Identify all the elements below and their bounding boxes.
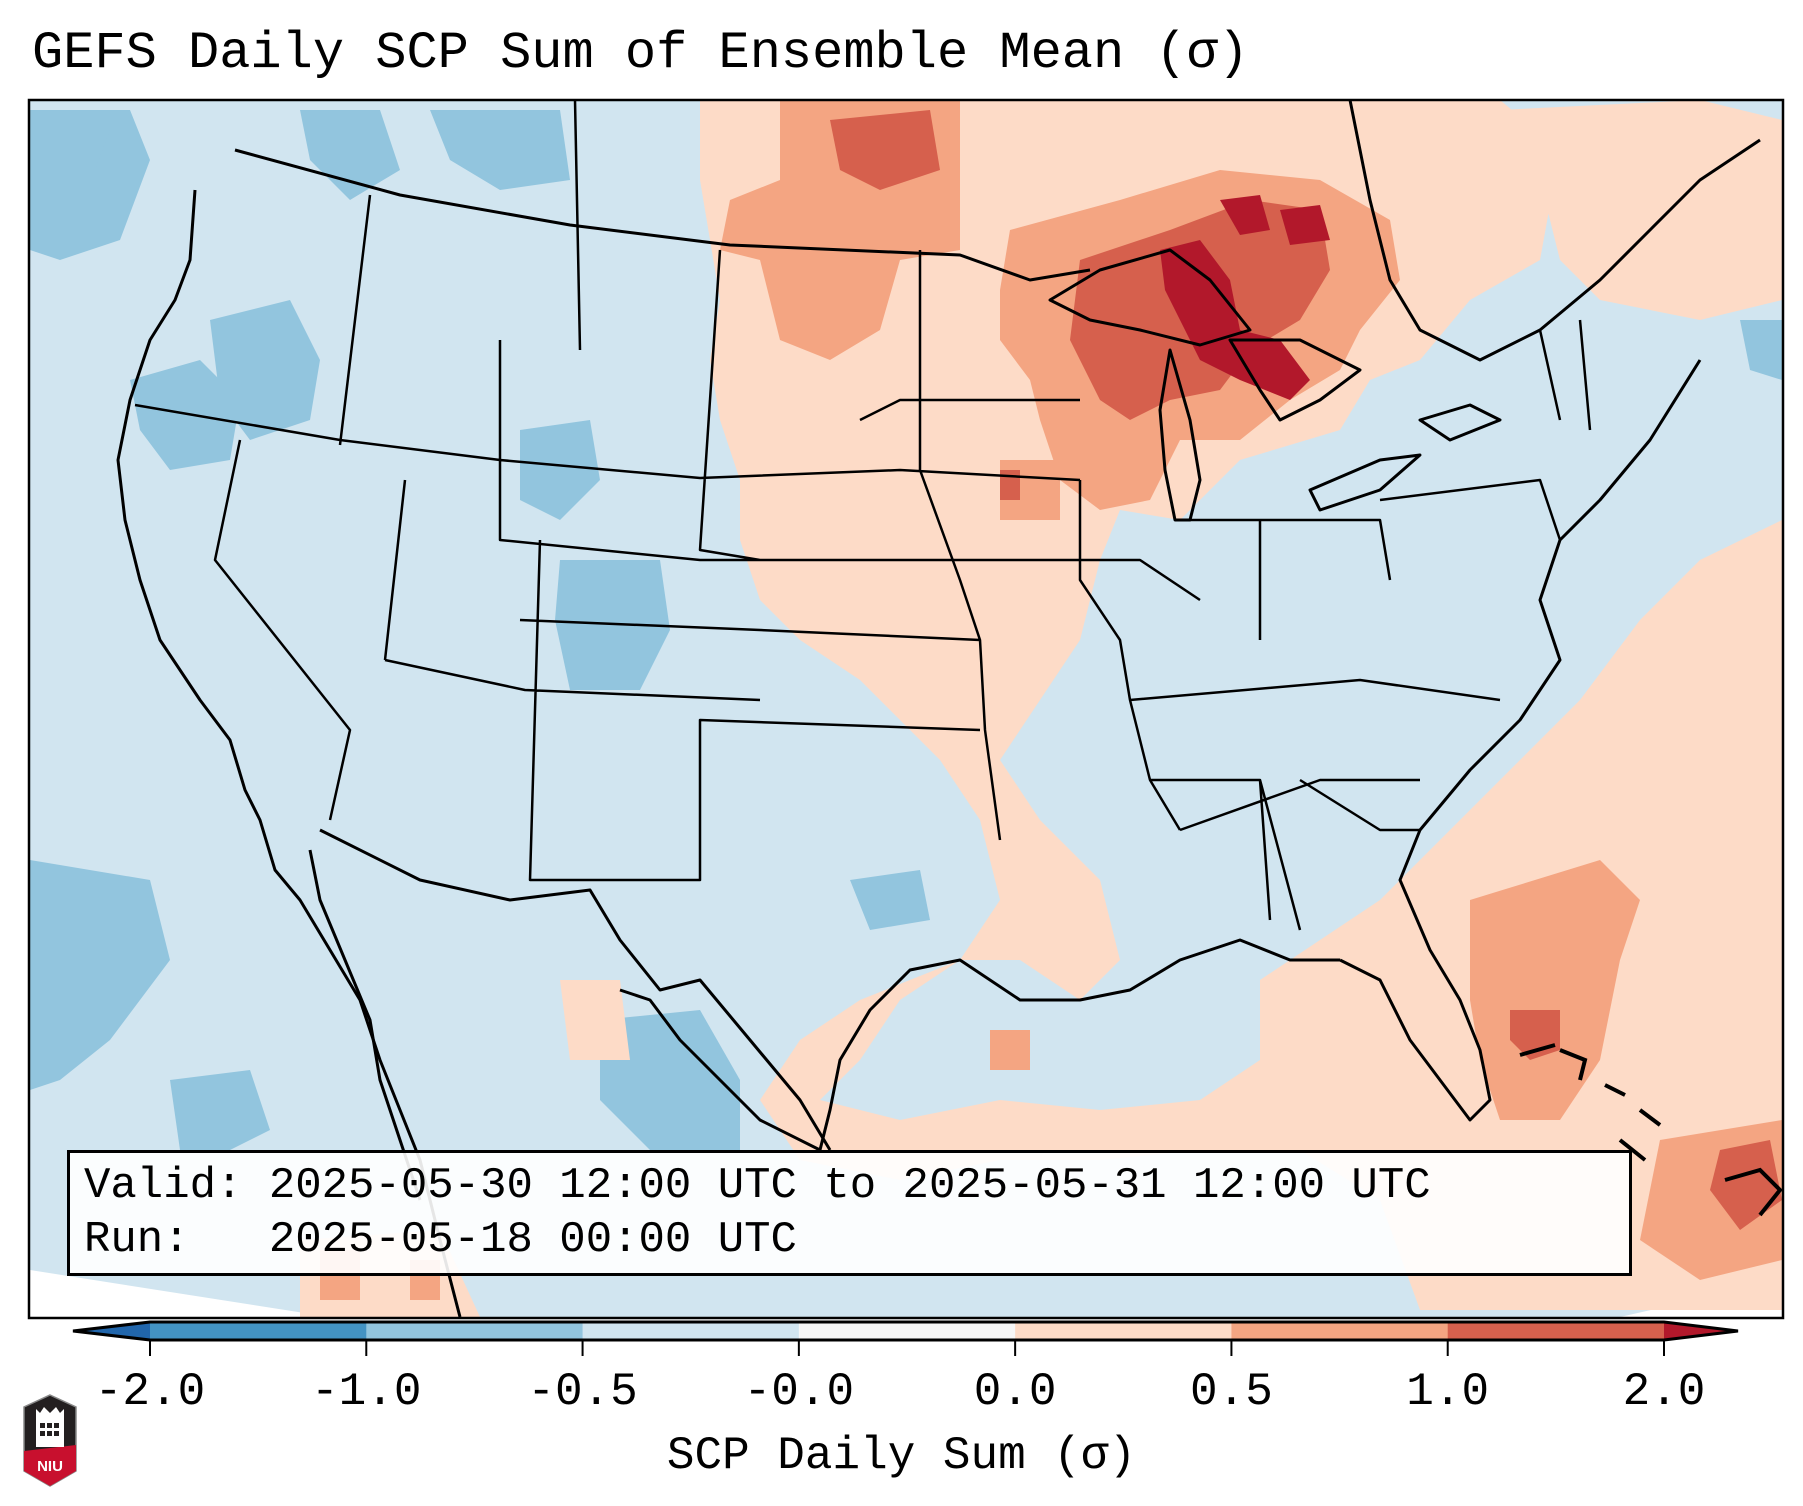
gulf-coastline [619, 938, 1340, 1152]
hispaniola [1724, 1167, 1783, 1217]
bahamas-islands [1519, 1043, 1662, 1162]
caribbean-islands [1519, 1043, 1783, 1217]
colorbar-tick-label: -1.0 [311, 1366, 422, 1418]
baja-coastline [308, 849, 422, 1201]
valid-line: Valid: 2025-05-30 12:00 UTC to 2025-05-3… [84, 1161, 1431, 1211]
us-mexico-border [319, 828, 832, 1151]
colorbar-tick-label: -0.5 [527, 1366, 638, 1418]
colorbar-tick-label: 0.0 [973, 1366, 1057, 1418]
colorbar-tick-label: 0.5 [1190, 1366, 1273, 1418]
colorbar-tick-label: -2.0 [94, 1366, 206, 1418]
projection-edge-left [30, 1270, 330, 1317]
lake-superior [1048, 248, 1252, 347]
colorbar-segment [150, 1322, 367, 1340]
colorbar-tick-label: 2.0 [1622, 1366, 1706, 1418]
colorbar-segment [798, 1322, 1016, 1340]
niu-logo-icon: NIU [23, 1394, 77, 1487]
run-label: Run: [84, 1215, 190, 1265]
colorbar-over-arrow [1664, 1322, 1738, 1340]
lake-erie [1308, 453, 1422, 512]
lake-huron [1228, 338, 1362, 422]
colorbar-under-arrow [73, 1322, 150, 1340]
colorbar-segment [1447, 1322, 1665, 1340]
colorbar-segment [1231, 1322, 1449, 1340]
logo-text: NIU [37, 1458, 63, 1475]
canada-border-east [1348, 100, 1761, 362]
extreme-positive-patches [1160, 195, 1330, 400]
colorbar-tick-label: -0.0 [743, 1366, 855, 1418]
colorbar [72, 1320, 1739, 1356]
chart-title: GEFS Daily SCP Sum of Ensemble Mean (σ) [32, 24, 1249, 83]
run-value: 2025-05-18 00:00 UTC [268, 1215, 797, 1265]
colorbar-label: SCP Daily Sum (σ) [666, 1430, 1137, 1482]
lake-ontario [1418, 403, 1502, 442]
run-line: Run: 2025-05-18 00:00 UTC [84, 1215, 797, 1265]
west-coastline [116, 189, 462, 1317]
us-canada-border [234, 148, 1091, 282]
state-lines [134, 100, 1592, 931]
colorbar-segment [1015, 1322, 1232, 1340]
colorbar-segment [582, 1322, 800, 1340]
anomaly-field [30, 100, 1782, 1317]
colorbar-tick-label: 1.0 [1406, 1366, 1490, 1418]
valid-value: 2025-05-30 12:00 UTC to 2025-05-31 12:00… [268, 1161, 1431, 1211]
valid-label: Valid: [84, 1161, 243, 1211]
boundaries [116, 100, 1761, 1317]
colorbar-segment [366, 1322, 584, 1340]
info-box: Valid: 2025-05-30 12:00 UTC to 2025-05-3… [67, 1150, 1632, 1276]
map-frame [27, 98, 1785, 1320]
